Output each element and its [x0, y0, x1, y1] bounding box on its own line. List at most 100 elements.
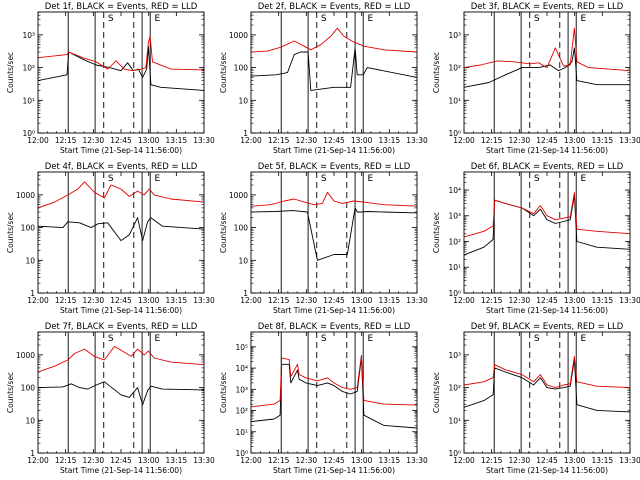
chart-6-frame [463, 171, 631, 294]
chart-8-flag-s: S [321, 334, 327, 344]
chart-6-ytick-label: 10³ [448, 212, 461, 221]
chart-1-title: Det 1f, BLACK = Events, RED = LLD [45, 2, 198, 12]
chart-2-ytick-label: 100 [234, 64, 249, 73]
chart-4-frame [37, 171, 205, 294]
chart-5-xtick-label: 12:15 [268, 296, 290, 305]
chart-9-xtick-label: 12:00 [453, 456, 475, 465]
chart-6-xtick-label: 12:45 [536, 296, 558, 305]
chart-8-series-lld-line [251, 354, 417, 408]
chart-6-ytick-label: 10¹ [448, 263, 461, 272]
chart-2-xtick-label: 13:00 [351, 136, 373, 145]
chart-8-ylabel: Counts/sec [219, 372, 228, 413]
chart-2-flag-e: E [368, 14, 374, 24]
chart-4-xtick-label: 12:15 [55, 296, 77, 305]
chart-1-xtick-label: 12:15 [55, 136, 77, 145]
chart-2-xlabel: Start Time (21-Sep-14 11:56:00) [273, 146, 395, 155]
chart-9-frame [463, 331, 631, 454]
chart-1-data-layer [38, 12, 204, 133]
chart-4-ytick-label: 10 [25, 256, 35, 265]
chart-8-xtick-label: 13:30 [406, 456, 428, 465]
chart-2-xtick-label: 12:30 [296, 136, 318, 145]
chart-2-ylabel: Counts/sec [219, 52, 228, 93]
chart-8-xtick-label: 12:15 [268, 456, 290, 465]
chart-3-xlabel: Start Time (21-Sep-14 11:56:00) [486, 146, 608, 155]
chart-4-ytick-label: 1 [30, 289, 35, 298]
chart-6-xtick-label: 12:00 [453, 296, 475, 305]
chart-8-xtick-label: 12:45 [323, 456, 345, 465]
chart-6-xtick-label: 13:00 [564, 296, 586, 305]
chart-5-xtick-label: 13:30 [406, 296, 428, 305]
chart-4-xtick-label: 13:00 [138, 296, 160, 305]
chart-6-panel: Det 6f, BLACK = Events, RED = LLD Counts/… [432, 162, 640, 315]
chart-3-xtick-label: 13:30 [619, 136, 640, 145]
chart-4-panel: Det 4f, BLACK = Events, RED = LLD Counts/… [6, 162, 215, 315]
chart-1-ylabel: Counts/sec [6, 52, 15, 93]
chart-4-series-lld-line [38, 181, 204, 209]
chart-9-ylabel: Counts/sec [432, 372, 441, 413]
chart-8-flag-e: E [368, 334, 374, 344]
chart-2-ytick-label: 10 [238, 96, 248, 105]
chart-3-ytick-label: 10² [448, 64, 461, 73]
chart-8-xtick-label: 13:00 [351, 456, 373, 465]
chart-3-xtick-label: 12:45 [536, 136, 558, 145]
chart-7-ytick-label: 10 [25, 416, 35, 425]
chart-6-title: Det 6f, BLACK = Events, RED = LLD [471, 162, 624, 172]
chart-8-ytick-label: 10² [235, 407, 248, 416]
chart-3-xtick-label: 12:15 [481, 136, 503, 145]
chart-9-xtick-label: 12:45 [536, 456, 558, 465]
chart-1-xtick-label: 12:00 [27, 136, 49, 145]
chart-1-ytick-label: 10³ [22, 31, 35, 40]
chart-7-flag-s: S [108, 334, 114, 344]
chart-3-data-layer [464, 12, 630, 133]
chart-4-xlabel: Start Time (21-Sep-14 11:56:00) [60, 306, 182, 315]
chart-5-xlabel: Start Time (21-Sep-14 11:56:00) [273, 306, 395, 315]
chart-6-xtick-label: 13:15 [592, 296, 614, 305]
chart-6-ytick-label: 10² [448, 237, 461, 246]
chart-1-panel: Det 1f, BLACK = Events, RED = LLD Counts/… [6, 2, 215, 155]
chart-2-ytick-label: 1 [243, 129, 248, 138]
chart-7-ylabel: Counts/sec [6, 372, 15, 413]
chart-6-xtick-label: 13:30 [619, 296, 640, 305]
chart-1-ytick-label: 10⁰ [22, 129, 35, 138]
chart-1-flag-e: E [155, 14, 161, 24]
chart-6-xtick-label: 12:30 [509, 296, 531, 305]
chart-1-flag-s: S [108, 14, 114, 24]
chart-7-series-events-line [38, 381, 204, 406]
chart-9-ytick-label: 10⁰ [448, 449, 461, 458]
chart-9-panel: Det 9f, BLACK = Events, RED = LLD Counts/… [432, 322, 640, 475]
chart-8-ytick-label: 10⁵ [235, 343, 248, 352]
chart-3-frame [463, 11, 631, 134]
chart-3-title: Det 3f, BLACK = Events, RED = LLD [471, 2, 624, 12]
chart-9-ytick-label: 10² [448, 384, 461, 393]
chart-7-data-layer [38, 332, 204, 453]
chart-4-xtick-label: 13:15 [166, 296, 188, 305]
chart-5-flag-s: S [321, 174, 327, 184]
chart-5-flag-e: E [368, 174, 374, 184]
chart-7-xtick-label: 13:15 [166, 456, 188, 465]
chart-2-frame [250, 11, 418, 134]
chart-1-series-lld-line [38, 35, 204, 72]
chart-1-xlabel: Start Time (21-Sep-14 11:56:00) [60, 146, 182, 155]
chart-9-series-events-line [464, 359, 630, 413]
chart-6-xlabel: Start Time (21-Sep-14 11:56:00) [486, 306, 608, 315]
chart-3-xtick-label: 12:30 [509, 136, 531, 145]
chart-5-frame [250, 171, 418, 294]
chart-2-series-events-line [251, 47, 417, 91]
chart-8-data-layer [251, 332, 417, 453]
chart-3-xtick-label: 13:00 [564, 136, 586, 145]
chart-2-xtick-label: 12:00 [240, 136, 262, 145]
chart-7-flag-e: E [155, 334, 161, 344]
chart-6-flag-s: S [534, 174, 540, 184]
chart-8-ytick-label: 10⁰ [235, 449, 248, 458]
chart-1-ytick-label: 10¹ [22, 96, 35, 105]
chart-4-title: Det 4f, BLACK = Events, RED = LLD [45, 162, 198, 172]
chart-3-flag-s: S [534, 14, 540, 24]
chart-9-xtick-label: 13:30 [619, 456, 640, 465]
chart-6-series-lld-line [464, 192, 630, 238]
chart-7-panel: Det 7f, BLACK = Events, RED = LLD Counts/… [6, 322, 215, 475]
chart-5-series-lld-line [251, 191, 417, 207]
chart-8-ytick-label: 10⁴ [235, 364, 248, 373]
chart-8-panel: Det 8f, BLACK = Events, RED = LLD Counts/… [219, 322, 428, 475]
chart-2-series-lld-line [251, 27, 417, 53]
